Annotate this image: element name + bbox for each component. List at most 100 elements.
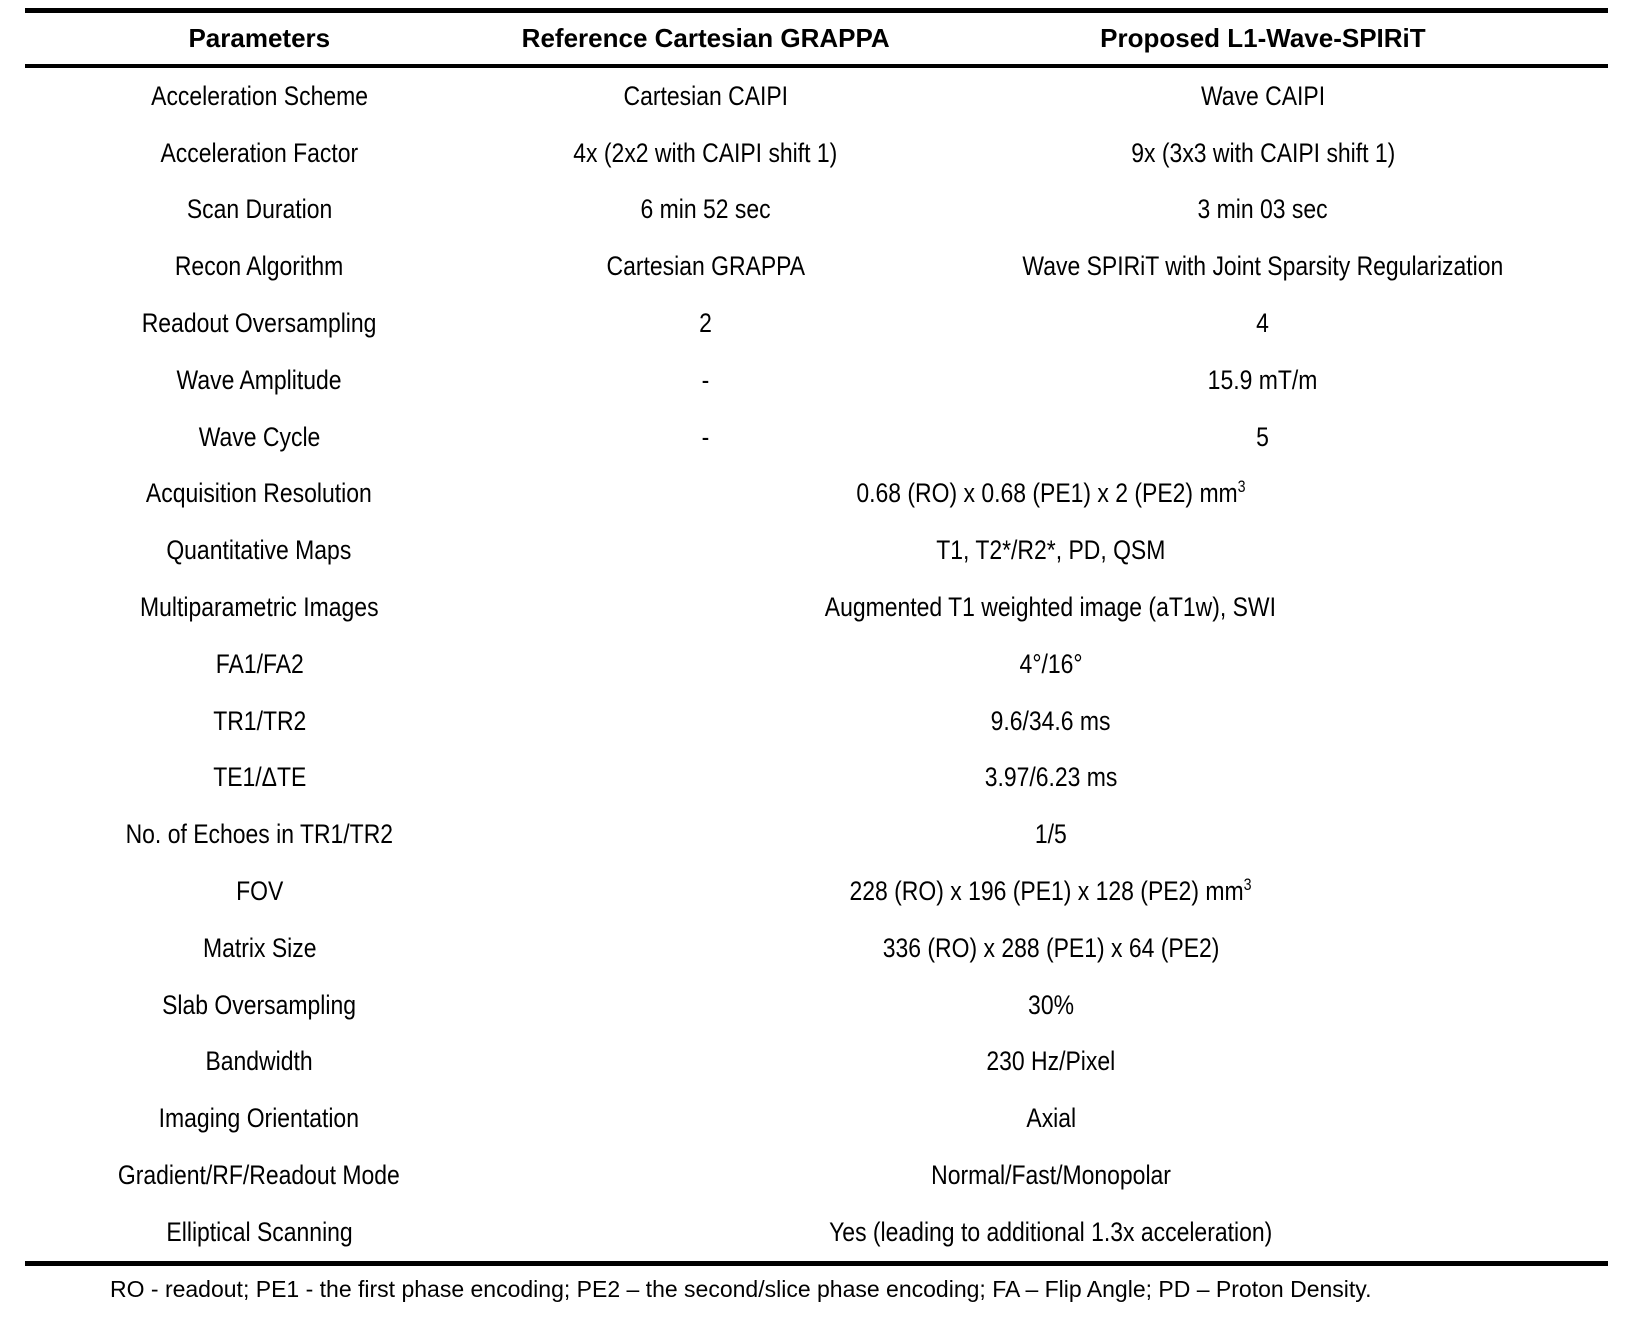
- param-label: Acquisition Resolution: [146, 478, 373, 509]
- merged-value-wrap: 9.6/34.6 ms: [991, 706, 1111, 737]
- param-cell: TE1/ΔTE: [25, 750, 494, 807]
- param-label: Readout Oversampling: [141, 308, 377, 339]
- table-row: Acquisition Resolution 0.68 (RO) x 0.68 …: [25, 466, 1608, 523]
- table-row: Wave Cycle - 5: [25, 409, 1608, 466]
- ref-value: 6 min 52 sec: [640, 194, 771, 225]
- param-cell: Wave Cycle: [25, 409, 494, 466]
- ref-value-cell: -: [494, 352, 918, 409]
- merged-value-cell: 230 Hz/Pixel: [494, 1034, 1608, 1091]
- proposed-value-cell: Wave CAIPI: [918, 66, 1608, 125]
- parameters-table: Parameters Reference Cartesian GRAPPA Pr…: [25, 8, 1608, 1266]
- merged-value-wrap: Augmented T1 weighted image (aT1w), SWI: [825, 592, 1276, 623]
- merged-value: 0.68 (RO) x 0.68 (PE1) x 2 (PE2) mm: [856, 478, 1238, 509]
- param-cell: Quantitative Maps: [25, 522, 494, 579]
- superscript: 3: [1243, 875, 1252, 895]
- table-row: FA1/FA2 4°/16°: [25, 636, 1608, 693]
- proposed-value: Wave SPIRiT with Joint Sparsity Regulari…: [1022, 251, 1504, 282]
- merged-value: 228 (RO) x 196 (PE1) x 128 (PE2) mm: [849, 876, 1244, 907]
- column-header-proposed: Proposed L1-Wave-SPIRiT: [1100, 23, 1426, 53]
- merged-value-wrap: 4°/16°: [1019, 649, 1082, 680]
- param-cell: FOV: [25, 863, 494, 920]
- ref-value-cell: Cartesian GRAPPA: [494, 238, 918, 295]
- merged-value-cell: 3.97/6.23 ms: [494, 750, 1608, 807]
- superscript: 3: [1237, 477, 1246, 497]
- param-label: Matrix Size: [202, 932, 317, 963]
- table-row: TR1/TR2 9.6/34.6 ms: [25, 693, 1608, 750]
- merged-value-wrap: 30%: [1028, 990, 1074, 1021]
- column-header-parameters: Parameters: [188, 23, 331, 53]
- ref-value-cell: Cartesian CAIPI: [494, 66, 918, 125]
- param-cell: Multiparametric Images: [25, 579, 494, 636]
- proposed-value: 4: [1256, 308, 1270, 339]
- param-cell: Elliptical Scanning: [25, 1204, 494, 1263]
- param-label: Scan Duration: [186, 194, 332, 225]
- table-row: Elliptical Scanning Yes (leading to addi…: [25, 1204, 1608, 1263]
- proposed-value: 3 min 03 sec: [1197, 194, 1328, 225]
- param-label: Recon Algorithm: [175, 251, 344, 282]
- column-header-reference: Reference Cartesian GRAPPA: [521, 23, 890, 53]
- param-label: TR1/TR2: [212, 705, 306, 736]
- table-header-row: Parameters Reference Cartesian GRAPPA Pr…: [25, 11, 1608, 66]
- proposed-value: Wave CAIPI: [1200, 80, 1325, 111]
- ref-value: Cartesian GRAPPA: [606, 251, 805, 282]
- table-row: Recon Algorithm Cartesian GRAPPA Wave SP…: [25, 238, 1608, 295]
- param-cell: Readout Oversampling: [25, 295, 494, 352]
- proposed-value-cell: 5: [918, 409, 1608, 466]
- param-cell: TR1/TR2: [25, 693, 494, 750]
- table-row: Wave Amplitude - 15.9 mT/m: [25, 352, 1608, 409]
- parameters-table-wrap: Parameters Reference Cartesian GRAPPA Pr…: [25, 8, 1608, 1266]
- merged-value: 9.6/34.6 ms: [990, 705, 1111, 736]
- merged-value-wrap: Normal/Fast/Monopolar: [931, 1160, 1171, 1191]
- param-label: Slab Oversampling: [162, 989, 357, 1020]
- merged-value: Axial: [1025, 1103, 1076, 1134]
- table-row: Slab Oversampling 30%: [25, 977, 1608, 1034]
- merged-value-cell: Normal/Fast/Monopolar: [494, 1147, 1608, 1204]
- proposed-value-cell: 3 min 03 sec: [918, 182, 1608, 239]
- param-cell: Scan Duration: [25, 182, 494, 239]
- merged-value-wrap: 1/5: [1035, 819, 1067, 850]
- table-row: Gradient/RF/Readout Mode Normal/Fast/Mon…: [25, 1147, 1608, 1204]
- param-cell: Wave Amplitude: [25, 352, 494, 409]
- param-cell: FA1/FA2: [25, 636, 494, 693]
- merged-value-wrap: 230 Hz/Pixel: [986, 1046, 1115, 1077]
- merged-value-cell: 336 (RO) x 288 (PE1) x 64 (PE2): [494, 920, 1608, 977]
- proposed-value: 15.9 mT/m: [1208, 364, 1318, 395]
- merged-value-cell: 9.6/34.6 ms: [494, 693, 1608, 750]
- merged-value-wrap: 0.68 (RO) x 0.68 (PE1) x 2 (PE2) mm3: [856, 478, 1245, 509]
- merged-value: Normal/Fast/Monopolar: [930, 1160, 1171, 1191]
- param-label: Wave Cycle: [198, 421, 321, 452]
- param-cell: Matrix Size: [25, 920, 494, 977]
- merged-value-wrap: 228 (RO) x 196 (PE1) x 128 (PE2) mm3: [850, 876, 1252, 907]
- proposed-value: 5: [1256, 421, 1270, 452]
- proposed-value-cell: 9x (3x3 with CAIPI shift 1): [918, 125, 1608, 182]
- ref-value-cell: 4x (2x2 with CAIPI shift 1): [494, 125, 918, 182]
- ref-value: -: [701, 364, 710, 395]
- merged-value-cell: 30%: [494, 977, 1608, 1034]
- merged-value: 230 Hz/Pixel: [986, 1046, 1116, 1077]
- merged-value-cell: 1/5: [494, 806, 1608, 863]
- ref-value: -: [701, 421, 710, 452]
- merged-value-cell: Yes (leading to additional 1.3x accelera…: [494, 1204, 1608, 1263]
- param-label: TE1/ΔTE: [212, 762, 306, 793]
- proposed-value-cell: 4: [918, 295, 1608, 352]
- merged-value-wrap: Axial: [1026, 1103, 1076, 1134]
- table-row: Acceleration Factor 4x (2x2 with CAIPI s…: [25, 125, 1608, 182]
- merged-value-cell: 228 (RO) x 196 (PE1) x 128 (PE2) mm3: [494, 863, 1608, 920]
- param-cell: No. of Echoes in TR1/TR2: [25, 806, 494, 863]
- param-label: Gradient/RF/Readout Mode: [118, 1160, 401, 1191]
- merged-value-wrap: Yes (leading to additional 1.3x accelera…: [829, 1217, 1272, 1248]
- ref-value-cell: 6 min 52 sec: [494, 182, 918, 239]
- merged-value: 4°/16°: [1019, 648, 1083, 679]
- param-cell: Acquisition Resolution: [25, 466, 494, 523]
- table-body: Acceleration Scheme Cartesian CAIPI Wave…: [25, 66, 1608, 1263]
- proposed-value-cell: 15.9 mT/m: [918, 352, 1608, 409]
- merged-value-cell: 4°/16°: [494, 636, 1608, 693]
- table-row: Scan Duration 6 min 52 sec 3 min 03 sec: [25, 182, 1608, 239]
- merged-value: T1, T2*/R2*, PD, QSM: [936, 535, 1166, 566]
- param-cell: Acceleration Scheme: [25, 66, 494, 125]
- table-header: Parameters Reference Cartesian GRAPPA Pr…: [25, 11, 1608, 66]
- param-label: FA1/FA2: [215, 648, 304, 679]
- param-label: FOV: [235, 876, 283, 907]
- proposed-value: 9x (3x3 with CAIPI shift 1): [1130, 137, 1395, 168]
